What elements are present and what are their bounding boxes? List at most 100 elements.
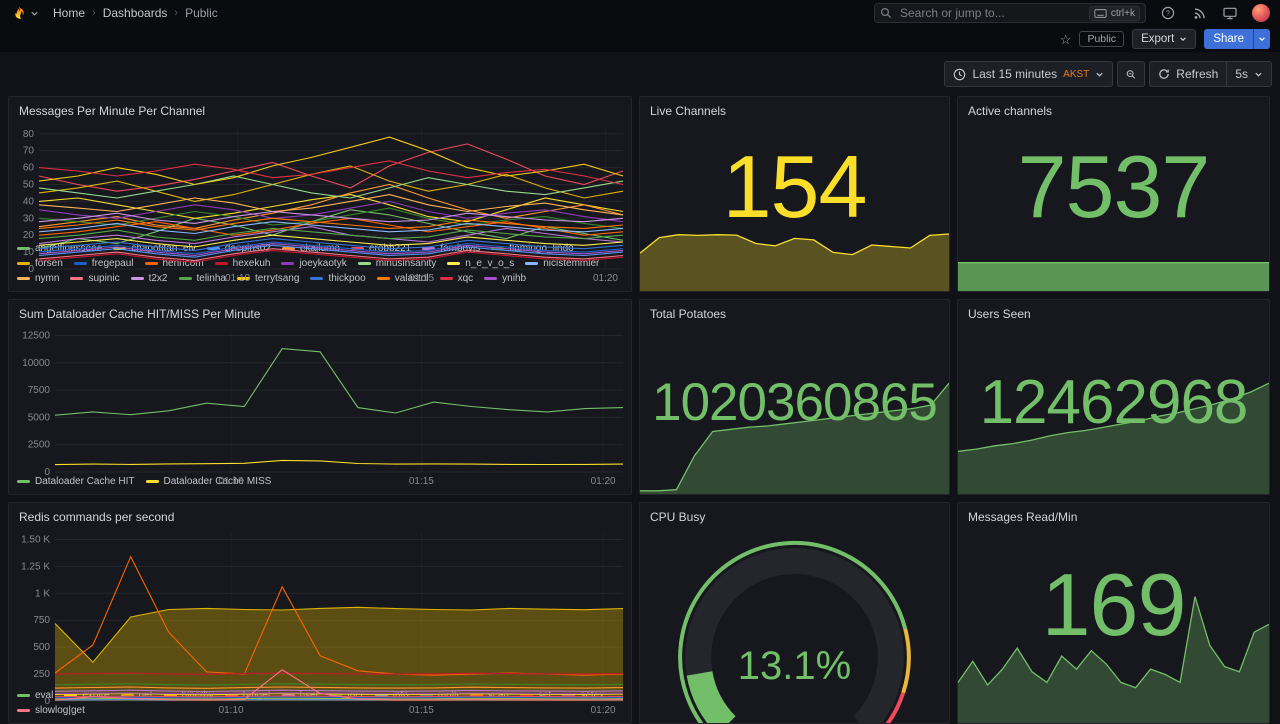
keyboard-icon: [1094, 8, 1107, 18]
legend-item[interactable]: nymn: [17, 271, 59, 286]
live-channels-sparkline[interactable]: [640, 229, 949, 291]
legend-item[interactable]: Dataloader Cache MISS: [145, 474, 272, 489]
legend-item[interactable]: get: [120, 688, 153, 703]
dashboard-grid: Messages Per Minute Per Channel 0 10 20 30 4…: [0, 96, 1280, 724]
legend-item[interactable]: Dataloader Cache HIT: [17, 474, 135, 489]
legend-series-marker: [120, 694, 134, 697]
messages-per-minute-chart[interactable]: 0 10 20 30 40 50 60 70 80 01:10 01:15 01:20: [9, 121, 631, 284]
panel-title[interactable]: Total Potatoes: [650, 307, 727, 321]
legend-item[interactable]: ynihb: [484, 271, 526, 286]
panel-title[interactable]: Messages Per Minute Per Channel: [19, 104, 206, 118]
legend-item[interactable]: terrytsang: [236, 271, 299, 286]
public-tag[interactable]: Public: [1079, 31, 1125, 47]
refresh-button[interactable]: Refresh: [1150, 62, 1226, 86]
legend-series-label: n_e_v_o_s: [465, 258, 515, 269]
legend-item[interactable]: n_e_v_o_s: [447, 256, 514, 271]
chart-legend: Dataloader Cache HIT Dataloader Cache MIS…: [9, 472, 631, 494]
legend-series-marker: [422, 247, 436, 250]
refresh-label: Refresh: [1176, 67, 1219, 81]
legend-series-label: minusinsanity: [375, 258, 437, 269]
chevron-down-icon: [1096, 72, 1103, 77]
panel-title[interactable]: Sum Dataloader Cache HIT/MISS Per Minute: [19, 307, 261, 321]
time-range-picker[interactable]: Last 15 minutes AKST: [945, 62, 1112, 86]
legend-item[interactable]: thickpoo: [310, 271, 366, 286]
refresh-interval-picker[interactable]: 5s: [1227, 62, 1271, 86]
panel-title[interactable]: Live Channels: [650, 104, 727, 118]
legend-series-label: multi: [437, 690, 459, 701]
news-button[interactable]: [1190, 4, 1208, 22]
legend-item[interactable]: minusinsanity: [357, 256, 437, 271]
legend-series-marker: [17, 709, 30, 712]
legend-item[interactable]: henricom: [144, 256, 204, 271]
panel-messages-per-minute: Messages Per Minute Per Channel 0 10 20 30 4…: [8, 96, 632, 292]
legend-series-marker: [484, 277, 498, 280]
total-potatoes-sparkline[interactable]: [640, 379, 949, 494]
legend-item[interactable]: expire: [64, 688, 110, 703]
breadcrumb-dashboards[interactable]: Dashboards: [102, 6, 168, 20]
legend-item[interactable]: angelfinesseee: [17, 241, 102, 256]
legend-item[interactable]: telinha: [178, 271, 226, 286]
legend-item[interactable]: set: [519, 688, 551, 703]
legend-item[interactable]: t2x2: [130, 271, 168, 286]
breadcrumb-home[interactable]: Home: [53, 6, 86, 20]
active-channels-sparkline[interactable]: [958, 257, 1269, 291]
svg-text:10: 10: [23, 247, 35, 258]
legend-series-label: eval: [35, 690, 54, 701]
svg-text:50: 50: [23, 179, 35, 190]
legend-item[interactable]: fregepaul: [73, 256, 134, 271]
legend-item[interactable]: valastol: [376, 271, 429, 286]
legend-item[interactable]: hmget: [224, 688, 271, 703]
legend-series-marker: [439, 277, 453, 280]
dataloader-cache-chart[interactable]: 0 2500 5000 7500 10000 12500 01:10 01:15 01:20: [9, 324, 631, 487]
legend-item[interactable]: hincrby: [163, 688, 214, 703]
legend-item[interactable]: ekajlumo: [281, 241, 340, 256]
panel-title[interactable]: Active channels: [968, 104, 1053, 118]
messages-read-sparkline[interactable]: [958, 588, 1269, 723]
search-box[interactable]: ctrl+k: [874, 3, 1146, 23]
rss-icon: [1194, 8, 1205, 19]
cpu-busy-gauge[interactable]: [640, 529, 949, 723]
legend-item[interactable]: hexekuh: [214, 256, 270, 271]
star-icon[interactable]: ☆: [1059, 31, 1072, 47]
zoom-out-group: [1117, 61, 1146, 87]
legend-item[interactable]: multi: [419, 688, 459, 703]
export-button[interactable]: Export: [1132, 29, 1197, 49]
legend-item[interactable]: xqc: [439, 271, 473, 286]
display-button[interactable]: [1221, 4, 1239, 22]
panel-dataloader-cache: Sum Dataloader Cache HIT/MISS Per Minute…: [8, 299, 632, 495]
redis-commands-chart[interactable]: 0 250 500 750 1 K 1.25 K 1.50 K 01:10 01:15 01:20: [9, 527, 631, 716]
chevron-down-icon: [1259, 37, 1265, 41]
legend-item[interactable]: nicistemmler: [525, 256, 599, 271]
panel-total-potatoes: Total Potatoes 1020360865: [639, 299, 950, 495]
legend-item[interactable]: setex: [562, 688, 604, 703]
users-seen-sparkline[interactable]: [958, 379, 1269, 494]
chevron-down-icon: [1255, 72, 1262, 77]
legend-item[interactable]: info: [374, 688, 409, 703]
legend-item[interactable]: slowlog|get: [17, 703, 85, 718]
panel-title[interactable]: Redis commands per second: [19, 510, 175, 524]
search-input[interactable]: [898, 5, 1083, 21]
grafana-logo[interactable]: [10, 5, 39, 22]
breadcrumb-public[interactable]: Public: [185, 6, 218, 20]
legend-series-marker: [281, 262, 295, 265]
help-button[interactable]: ?: [1159, 4, 1177, 22]
share-menu-button[interactable]: [1253, 29, 1270, 49]
svg-text:01:20: 01:20: [591, 705, 616, 716]
zoom-out-button[interactable]: [1118, 62, 1144, 86]
legend-item[interactable]: chapotitan_elv: [113, 241, 196, 256]
panel-title[interactable]: Users Seen: [968, 307, 1031, 321]
legend-series-marker: [419, 694, 433, 697]
share-button[interactable]: Share: [1204, 29, 1253, 49]
avatar[interactable]: [1252, 4, 1270, 22]
legend-item[interactable]: scan: [469, 688, 509, 703]
panel-title[interactable]: CPU Busy: [650, 510, 706, 524]
nav-right: ctrl+k ?: [874, 3, 1270, 23]
legend-series-label: info: [392, 690, 409, 701]
legend-item[interactable]: eval: [17, 688, 53, 703]
legend-item[interactable]: forsen: [17, 256, 63, 271]
legend-series-marker: [178, 277, 192, 280]
panel-title[interactable]: Messages Read/Min: [968, 510, 1078, 524]
legend-item[interactable]: supinic: [70, 271, 120, 286]
legend-item[interactable]: joeykaotyk: [281, 256, 347, 271]
legend-series-label: Dataloader Cache MISS: [163, 476, 272, 487]
